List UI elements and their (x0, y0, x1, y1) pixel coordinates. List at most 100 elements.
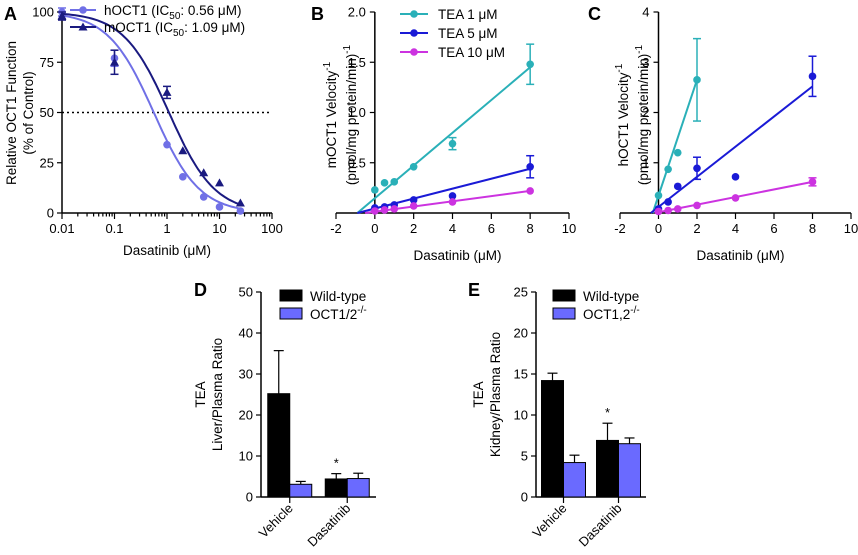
y-axis-label-line: mOCT1 Velocity (324, 70, 339, 168)
legend-text: mOCT1 (IC (104, 20, 173, 35)
bar-oct-vehicle (289, 483, 313, 498)
tea10-point (448, 198, 457, 206)
chart-b-mouse-velocity: 0.5 1.0 1.5 2.0 -2 0 2 4 6 8 10 Dasatinib (μM) mOCT1… (322, 5, 576, 264)
x-tick-label: 0 (655, 221, 662, 236)
tea10-point (409, 202, 418, 210)
y-tick-label: 10 (239, 449, 253, 464)
panel-label-d: D (194, 280, 207, 300)
moct1-point (110, 57, 119, 66)
tea10-point (664, 206, 672, 215)
y-axis-label-superscript: -1 (634, 44, 645, 53)
y-axis-label-superscript: -1 (614, 63, 625, 72)
x-tick-label: 0.01 (49, 221, 74, 236)
hoct1-point (199, 193, 208, 201)
x-tick-label: 6 (488, 221, 495, 236)
legend-superscript: -/- (357, 305, 366, 316)
y-tick-label: 10 (514, 408, 528, 423)
panel-label-e: E (468, 280, 480, 300)
y-axis-label: TEA Kidney/Plasma Ratio (471, 332, 503, 457)
tea5-point (808, 72, 817, 81)
bar-oct-dasatinib (618, 443, 641, 498)
y-tick-label: 0 (47, 206, 54, 221)
legend-wildtype-label: Wild-type (310, 289, 366, 304)
y-axis-label: mOCT1 Velocity-1 (pmol/mg protein/min)-1 (322, 44, 359, 185)
x-tick-label: -2 (330, 221, 342, 236)
y-tick-label: 1.5 (348, 55, 366, 70)
x-tick-label: 0.1 (105, 221, 123, 236)
y-tick-label: 20 (514, 326, 528, 341)
y-tick-label: 50 (40, 105, 54, 120)
significance-marker: * (334, 456, 339, 471)
hoct1-point (179, 173, 187, 181)
y-tick-label: 0 (246, 490, 253, 505)
y-axis-label-line: TEA (471, 381, 486, 407)
tea1-point (673, 148, 682, 157)
tea5-point (526, 162, 534, 171)
significance-marker: * (605, 405, 610, 420)
legend-value: : 0.56 μM) (180, 3, 241, 18)
hoct1-point (163, 140, 171, 149)
legend-wildtype-swatch (552, 289, 576, 302)
legend-tea1-marker (410, 10, 418, 18)
tea10-point (654, 207, 663, 216)
hoct1-point (236, 207, 245, 215)
x-tick-label: 0 (371, 221, 378, 236)
x-tick-label-dasatinib: Dasatinib (304, 501, 353, 550)
y-tick-label: 0.5 (348, 155, 366, 170)
bar-wildtype-dasatinib (324, 478, 348, 498)
y-axis-label-line: (% of Control) (21, 71, 36, 154)
y-axis-label: Relative OCT1 Function (% of Control) (4, 41, 36, 185)
tea5-point (693, 164, 701, 173)
moct1-point (235, 198, 245, 207)
y-tick-label: 25 (40, 155, 54, 170)
legend-subscript: 50 (173, 28, 185, 39)
chart-d-liver-ratio: 0 10 20 30 40 50 TEA Liver/Plasma Ratio Vehicle D… (193, 285, 376, 550)
y-tick-label: 0 (521, 490, 528, 505)
y-axis-label-line: (pmol/mg protein/min) (344, 54, 359, 185)
y-tick-label: 20 (239, 408, 253, 423)
tea1-point (664, 165, 672, 174)
tea1-point (380, 179, 389, 187)
y-tick-label: 2.0 (348, 5, 366, 20)
legend-oct-swatch (279, 307, 303, 320)
y-axis-label-line: Relative OCT1 Function (4, 41, 19, 185)
chart-a-ic50: 0 25 50 75 100 0.01 0.1 1 10 100 Dasatinib (μM) Rel… (4, 3, 283, 258)
legend-tea5-marker (410, 29, 418, 37)
tea5-point (409, 196, 418, 204)
y-axis-label: TEA Liver/Plasma Ratio (193, 338, 225, 451)
y-tick-label: 15 (514, 367, 528, 382)
y-tick-label: 2 (642, 105, 649, 120)
y-axis-label-line: Kidney/Plasma Ratio (488, 332, 503, 457)
y-tick-label: 3 (642, 55, 649, 70)
hoct1-point (215, 203, 224, 211)
x-tick-label: 1 (163, 221, 170, 236)
legend-wildtype-label: Wild-type (583, 289, 639, 304)
x-axis-label: Dasatinib (μM) (696, 248, 784, 263)
legend-text: OCT1,2 (583, 307, 630, 322)
y-tick-label: 4 (642, 5, 649, 20)
moct1-point (215, 178, 224, 187)
legend-superscript: -/- (630, 305, 639, 316)
y-tick-label: 5 (521, 449, 528, 464)
y-axis-label: hOCT1 Velocity-1 (pmol/mg protein/min)-1 (614, 44, 651, 185)
y-tick-label: 1 (642, 155, 649, 170)
tea1-point (448, 139, 457, 148)
y-tick-label: 40 (239, 326, 253, 341)
legend-subscript: 50 (169, 11, 181, 22)
legend-text: OCT1/2 (310, 307, 357, 322)
tea1-point (390, 178, 399, 186)
x-axis-label: Dasatinib (μM) (413, 248, 501, 263)
x-tick-label: 10 (562, 221, 576, 236)
tea5-point (448, 192, 457, 200)
y-axis-label-superscript: -1 (342, 44, 353, 53)
legend-oct-label: OCT1,2-/- (583, 305, 640, 322)
tea10-fit-line (364, 189, 531, 214)
y-axis-label-line: Liver/Plasma Ratio (210, 338, 225, 451)
moct1-point (178, 146, 188, 155)
y-tick-label: 50 (239, 285, 253, 300)
bar-wildtype-vehicle (267, 393, 291, 498)
tea5-point (673, 182, 682, 191)
tea1-fit-line (356, 66, 531, 214)
legend-oct-label: OCT1/2-/- (310, 305, 367, 322)
legend-tea10-marker (410, 48, 418, 56)
